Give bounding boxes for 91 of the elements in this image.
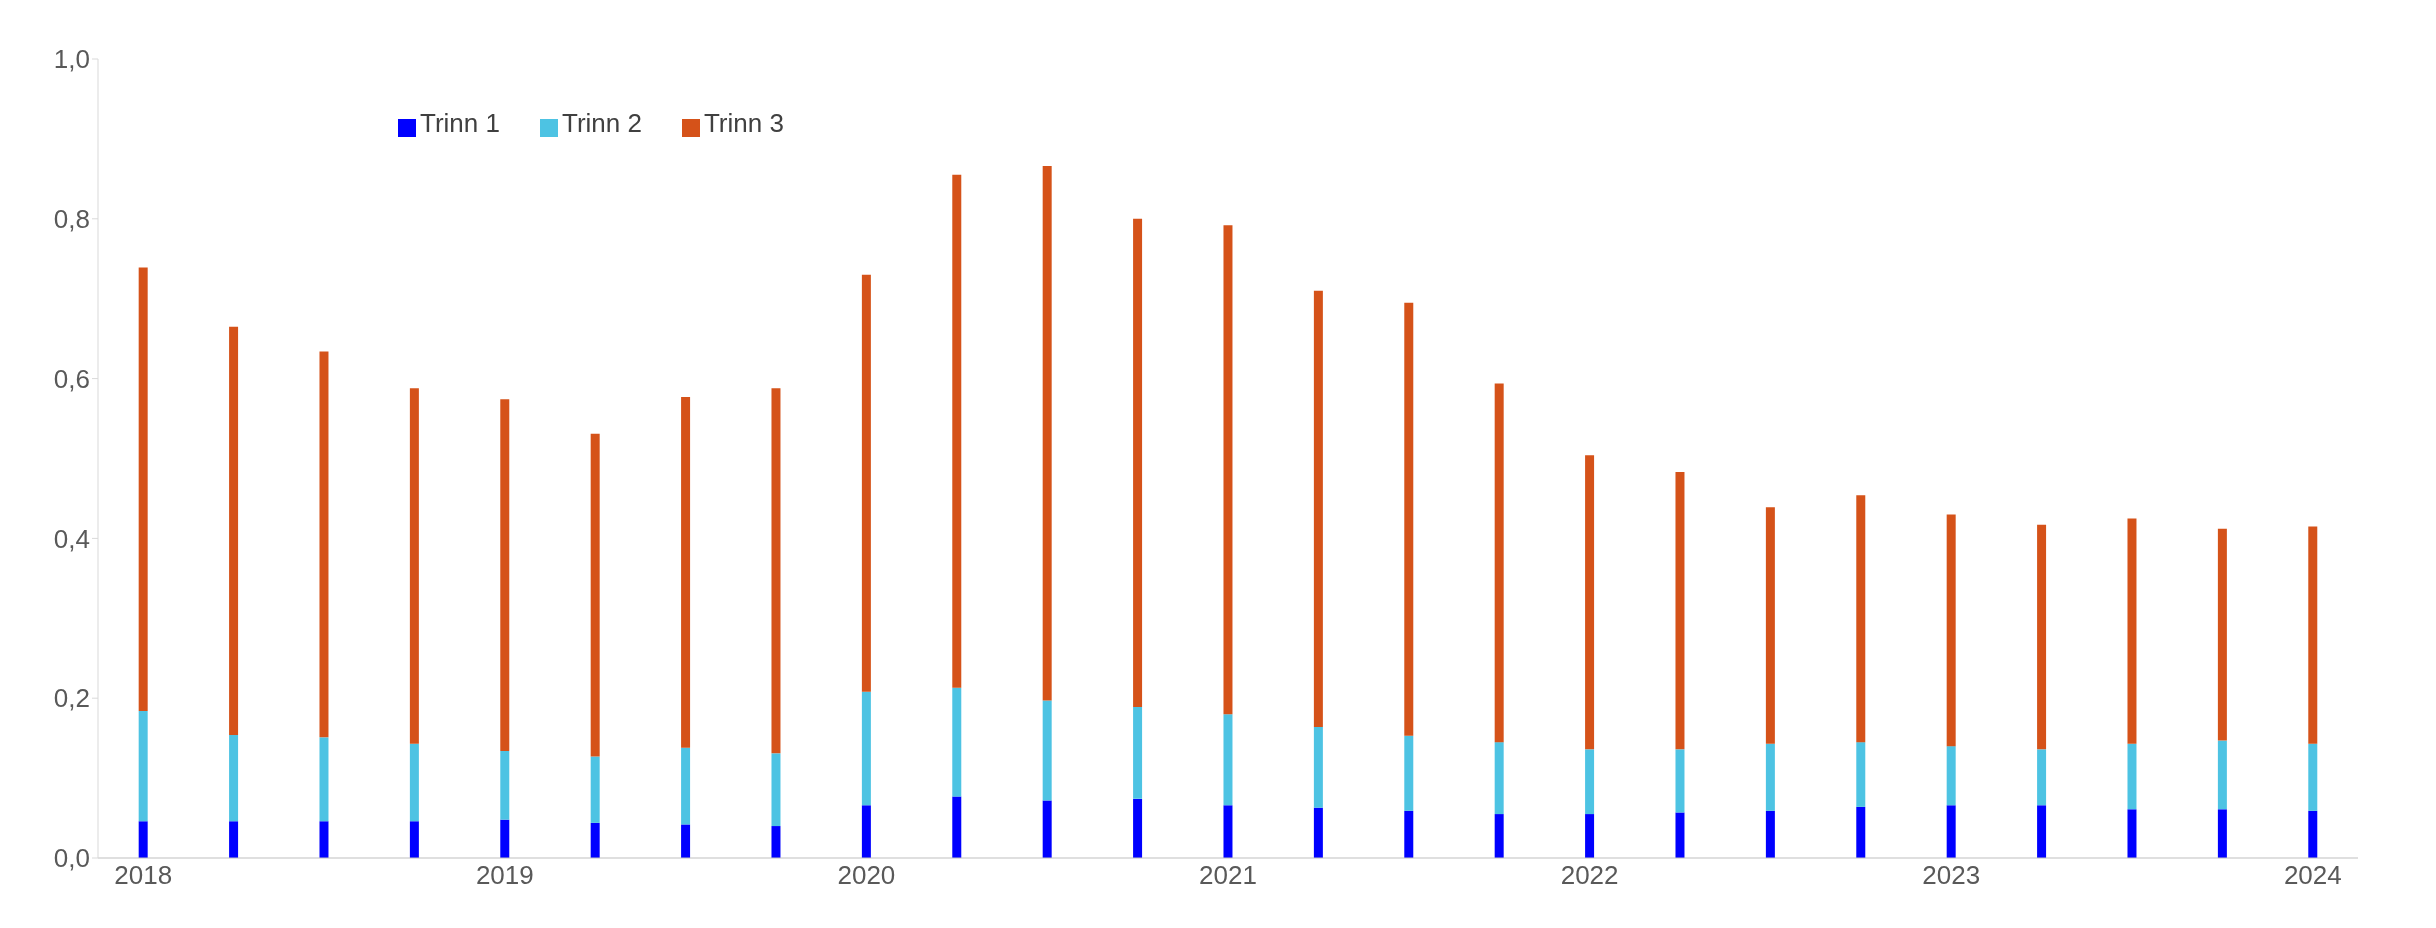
- bar: [2217, 809, 2227, 858]
- bar: [2127, 518, 2137, 744]
- bar: [2037, 749, 2047, 806]
- bar: [1585, 455, 1595, 750]
- bar: [952, 174, 962, 688]
- bar: [1675, 812, 1685, 858]
- bar: [771, 753, 781, 827]
- bar: [1946, 514, 1956, 747]
- bar: [1765, 810, 1775, 858]
- bar: [861, 805, 871, 858]
- bar: [1404, 735, 1414, 811]
- bar: [1946, 805, 1956, 858]
- bar: [1404, 302, 1414, 736]
- bar: [1585, 814, 1595, 858]
- bar: [2127, 743, 2137, 810]
- bar: [138, 821, 148, 858]
- bar: [681, 824, 691, 858]
- bar: [1313, 726, 1323, 808]
- x-tick-label: 2024: [2283, 860, 2342, 891]
- y-tick-label: 0,8: [53, 204, 90, 235]
- y-tick-label: 1,0: [53, 44, 90, 75]
- bar: [1494, 814, 1504, 858]
- bar: [1223, 714, 1233, 806]
- bar: [1133, 706, 1143, 799]
- y-tick-label: 0,2: [53, 683, 90, 714]
- bar: [771, 826, 781, 858]
- bar: [229, 734, 239, 822]
- bar: [2308, 743, 2318, 811]
- bar: [1856, 742, 1866, 807]
- y-tick-label: 0,0: [53, 843, 90, 874]
- bar: [681, 396, 691, 748]
- x-tick-label: 2022: [1560, 860, 1619, 891]
- bar: [1133, 798, 1143, 858]
- bar: [1494, 742, 1504, 815]
- bar: [1042, 166, 1052, 701]
- bar: [2308, 526, 2318, 744]
- bar: [500, 819, 510, 858]
- bar: [1223, 805, 1233, 858]
- bar: [1675, 472, 1685, 750]
- bar: [681, 747, 691, 825]
- y-tick-label: 0,6: [53, 363, 90, 394]
- bar: [1856, 806, 1866, 858]
- bar: [1675, 749, 1685, 813]
- bar: [1404, 810, 1414, 858]
- bar: [590, 756, 600, 823]
- x-tick-label: 2023: [1922, 860, 1981, 891]
- bar: [1585, 749, 1595, 815]
- bar: [319, 351, 329, 738]
- bar: [1494, 383, 1504, 743]
- legend-label: Trinn 2: [561, 108, 642, 138]
- bar: [2217, 528, 2227, 741]
- bar: [409, 743, 419, 822]
- bar: [409, 821, 419, 858]
- bar: [1946, 746, 1956, 806]
- bar: [952, 687, 962, 797]
- bar: [2217, 740, 2227, 810]
- bar: [771, 388, 781, 754]
- x-tick-label: 2018: [114, 860, 173, 891]
- bar: [590, 433, 600, 757]
- bar: [1313, 807, 1323, 858]
- bar: [1042, 800, 1052, 858]
- bar: [2037, 805, 2047, 858]
- bar: [229, 821, 239, 858]
- bar: [138, 267, 148, 711]
- legend-label: Trinn 1: [420, 108, 500, 138]
- bar: [2308, 810, 2318, 858]
- bar: [2037, 524, 2047, 750]
- x-tick-label: 2019: [475, 860, 534, 891]
- bar: [2127, 809, 2137, 858]
- bar: [319, 737, 329, 822]
- bar: [500, 750, 510, 820]
- x-tick-label: 2020: [837, 860, 896, 891]
- legend-label: Trinn 3: [703, 108, 784, 138]
- bar: [1856, 495, 1866, 743]
- y-tick-label: 0,4: [53, 523, 90, 554]
- bar: [861, 274, 871, 692]
- bar: [500, 399, 510, 751]
- bar: [409, 388, 419, 744]
- bar: [1765, 743, 1775, 811]
- bar: [1042, 700, 1052, 801]
- bar: [1765, 507, 1775, 744]
- bar: [952, 796, 962, 858]
- bar: [138, 710, 148, 822]
- bar: [319, 821, 329, 858]
- bar: [1223, 225, 1233, 715]
- bar: [1313, 290, 1323, 727]
- bar: [861, 691, 871, 806]
- bar: [1133, 218, 1143, 707]
- bar: [229, 326, 239, 735]
- x-tick-label: 2021: [1199, 860, 1257, 891]
- bar: [590, 822, 600, 858]
